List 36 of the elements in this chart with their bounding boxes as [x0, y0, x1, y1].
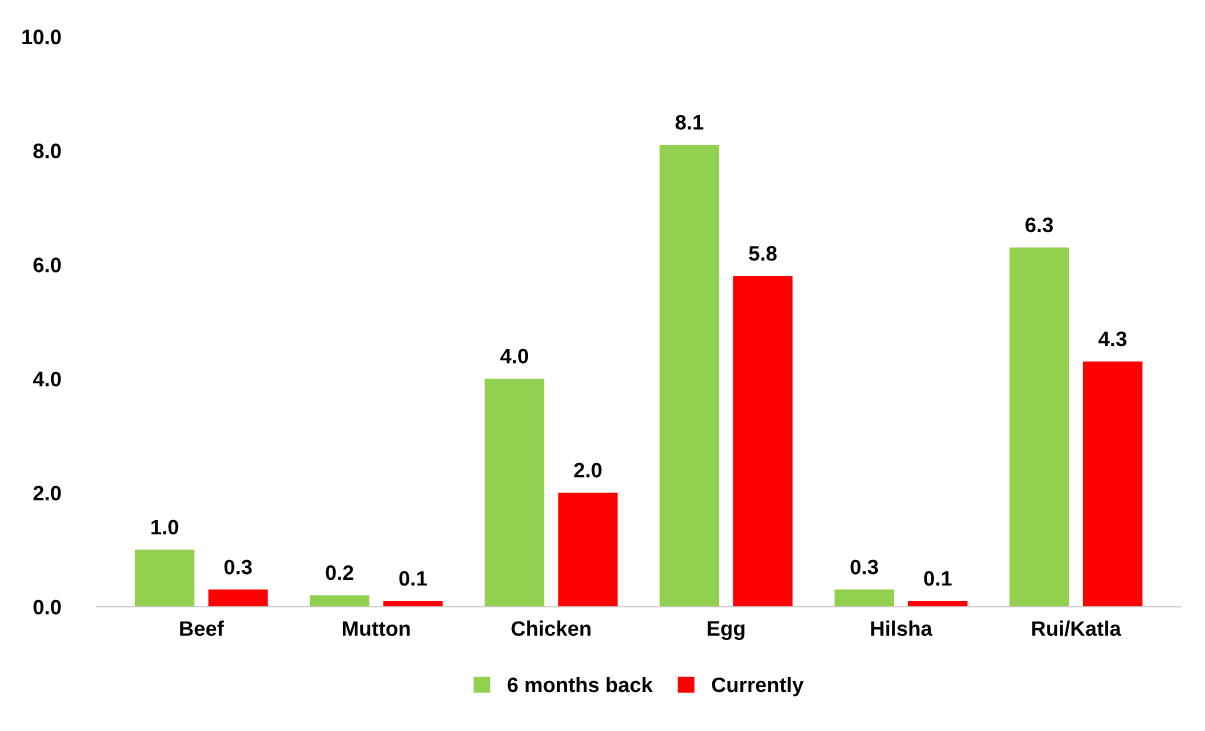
- y-tick-label: 8.0: [33, 143, 61, 159]
- data-label: 0.3: [224, 559, 252, 575]
- y-tick-label: 0.0: [33, 599, 61, 615]
- data-label: 0.1: [924, 571, 952, 586]
- bar: [834, 589, 895, 607]
- data-label: 2.0: [574, 462, 602, 478]
- bar: [1082, 361, 1143, 607]
- bar: [733, 276, 793, 607]
- legend-label: 6 months back: [507, 676, 653, 693]
- x-tick-label: Chicken: [511, 620, 591, 636]
- bar: [659, 144, 720, 607]
- data-label: 5.8: [749, 246, 777, 261]
- x-tick-label: Egg: [707, 621, 745, 641]
- x-tick-label: Mutton: [342, 621, 410, 636]
- y-tick-label: 6.0: [33, 257, 61, 273]
- bar: [134, 549, 195, 607]
- bar: [484, 378, 545, 607]
- x-tick-label: Beef: [180, 620, 224, 636]
- data-label: 4.0: [500, 348, 529, 364]
- data-label: 0.2: [325, 565, 354, 581]
- data-label: 1.0: [151, 519, 179, 535]
- bar: [309, 595, 370, 607]
- bar: [208, 589, 268, 607]
- x-tick-label: Hilsha: [871, 620, 933, 636]
- bar: [558, 492, 618, 607]
- data-label: 6.3: [1025, 217, 1053, 233]
- data-label: 0.1: [399, 571, 427, 586]
- legend-label: Currently: [711, 676, 804, 697]
- x-tick-label: Rui/Katla: [1032, 620, 1122, 637]
- y-tick-label: 10.0: [22, 29, 61, 45]
- data-label: 4.3: [1098, 331, 1127, 347]
- data-label: 8.1: [675, 114, 704, 130]
- y-tick-label: 2.0: [33, 485, 61, 501]
- bar: [1009, 247, 1069, 607]
- data-label: 0.3: [850, 559, 879, 575]
- y-tick-label: 4.0: [33, 371, 61, 387]
